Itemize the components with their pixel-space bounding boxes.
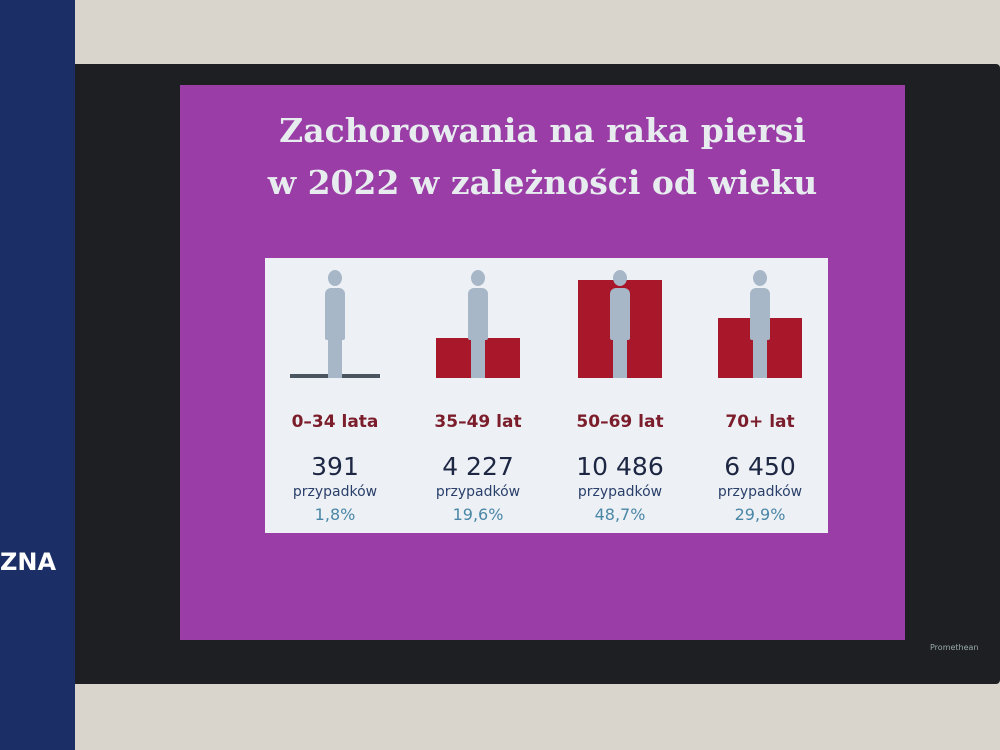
category-label: 70+ lat — [725, 412, 795, 432]
share-label: 29,9% — [734, 505, 786, 524]
value-label: 6 450 — [724, 452, 796, 481]
unit-label: przypadków — [435, 484, 521, 500]
figure-head — [328, 270, 342, 286]
figure-legs — [613, 338, 627, 378]
title-line: w 2022 w zależności od wieku — [267, 163, 818, 202]
value-label: 4 227 — [442, 452, 514, 481]
brand-logo: Promethean — [930, 643, 979, 652]
roll-up-banner — [0, 0, 75, 750]
value-label: 10 486 — [576, 452, 664, 481]
slide-title: Zachorowania na raka piersi w 2022 w zal… — [180, 105, 905, 209]
unit-label: przypadków — [577, 484, 663, 500]
figure-head — [753, 270, 767, 286]
title-line: Zachorowania na raka piersi — [279, 111, 806, 150]
category-label: 35–49 lat — [434, 412, 522, 432]
chart-panel — [265, 258, 828, 533]
unit-label: przypadków — [717, 484, 803, 500]
unit-label: przypadków — [292, 484, 378, 500]
figure-body — [468, 288, 488, 340]
banner-text: ZNA — [0, 548, 57, 576]
share-label: 19,6% — [452, 505, 504, 524]
figure-body — [325, 288, 345, 340]
value-label: 391 — [311, 452, 359, 481]
figure-legs — [471, 338, 485, 378]
figure-legs — [753, 338, 767, 378]
figure-head — [471, 270, 485, 286]
share-label: 48,7% — [594, 505, 646, 524]
figure-body — [610, 288, 630, 340]
figure-body — [750, 288, 770, 340]
figure-legs — [328, 338, 342, 378]
category-label: 0–34 lata — [291, 412, 379, 432]
share-label: 1,8% — [314, 505, 356, 524]
figure-head — [613, 270, 627, 286]
category-label: 50–69 lat — [576, 412, 664, 432]
